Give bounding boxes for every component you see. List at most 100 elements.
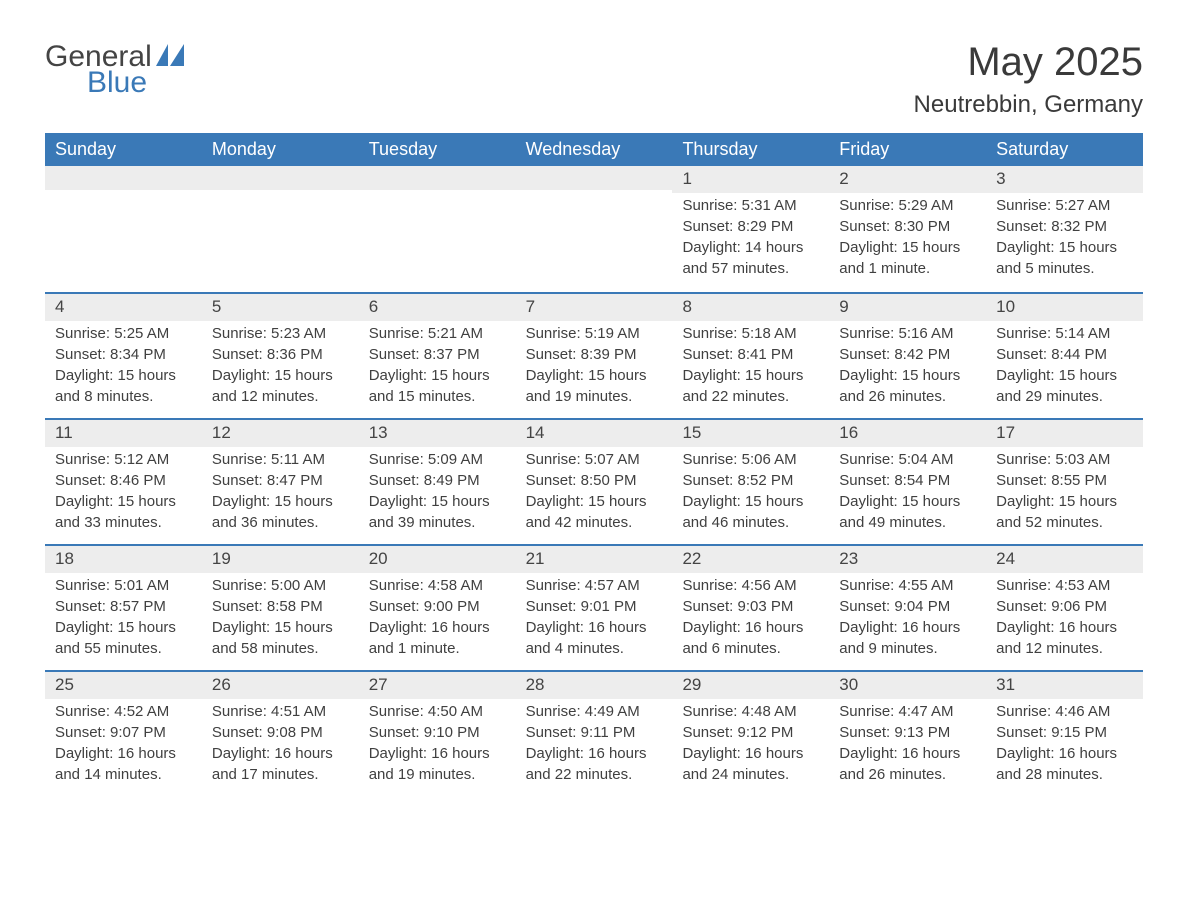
daylight-text: Daylight: 16 hours and 17 minutes. [212, 744, 349, 785]
week-row: 25Sunrise: 4:52 AMSunset: 9:07 PMDayligh… [45, 670, 1143, 796]
daylight-text: Daylight: 16 hours and 24 minutes. [682, 744, 819, 785]
sunset-text: Sunset: 8:30 PM [839, 217, 976, 237]
daylight-text: Daylight: 14 hours and 57 minutes. [682, 238, 819, 279]
sunrise-text: Sunrise: 5:31 AM [682, 196, 819, 216]
brand-logo: General Blue [45, 40, 184, 98]
day-number: 9 [829, 294, 986, 321]
day-body [202, 190, 359, 203]
daylight-text: Daylight: 15 hours and 58 minutes. [212, 618, 349, 659]
day-number: 20 [359, 546, 516, 573]
day-body: Sunrise: 5:00 AMSunset: 8:58 PMDaylight:… [202, 573, 359, 670]
logo-flag-icon [156, 44, 184, 66]
day-number: 11 [45, 420, 202, 447]
day-body: Sunrise: 5:27 AMSunset: 8:32 PMDaylight:… [986, 193, 1143, 290]
sunrise-text: Sunrise: 5:21 AM [369, 324, 506, 344]
day-body [516, 190, 673, 203]
day-number: 26 [202, 672, 359, 699]
week-row: 18Sunrise: 5:01 AMSunset: 8:57 PMDayligh… [45, 544, 1143, 670]
day-body: Sunrise: 5:06 AMSunset: 8:52 PMDaylight:… [672, 447, 829, 544]
day-cell [359, 166, 516, 292]
day-number: 23 [829, 546, 986, 573]
sunrise-text: Sunrise: 5:16 AM [839, 324, 976, 344]
day-cell: 31Sunrise: 4:46 AMSunset: 9:15 PMDayligh… [986, 672, 1143, 796]
daylight-text: Daylight: 15 hours and 39 minutes. [369, 492, 506, 533]
day-cell: 14Sunrise: 5:07 AMSunset: 8:50 PMDayligh… [516, 420, 673, 544]
day-cell [202, 166, 359, 292]
day-number: 2 [829, 166, 986, 193]
sunrise-text: Sunrise: 4:50 AM [369, 702, 506, 722]
day-cell: 1Sunrise: 5:31 AMSunset: 8:29 PMDaylight… [672, 166, 829, 292]
sunset-text: Sunset: 9:08 PM [212, 723, 349, 743]
day-number: 4 [45, 294, 202, 321]
day-cell: 19Sunrise: 5:00 AMSunset: 8:58 PMDayligh… [202, 546, 359, 670]
day-body: Sunrise: 5:31 AMSunset: 8:29 PMDaylight:… [672, 193, 829, 290]
day-cell: 16Sunrise: 5:04 AMSunset: 8:54 PMDayligh… [829, 420, 986, 544]
day-body: Sunrise: 4:53 AMSunset: 9:06 PMDaylight:… [986, 573, 1143, 670]
sunset-text: Sunset: 8:47 PM [212, 471, 349, 491]
sunset-text: Sunset: 8:49 PM [369, 471, 506, 491]
day-body: Sunrise: 5:18 AMSunset: 8:41 PMDaylight:… [672, 321, 829, 418]
daylight-text: Daylight: 15 hours and 22 minutes. [682, 366, 819, 407]
daylight-text: Daylight: 15 hours and 5 minutes. [996, 238, 1133, 279]
daylight-text: Daylight: 15 hours and 1 minute. [839, 238, 976, 279]
day-cell: 15Sunrise: 5:06 AMSunset: 8:52 PMDayligh… [672, 420, 829, 544]
sunset-text: Sunset: 8:36 PM [212, 345, 349, 365]
sunrise-text: Sunrise: 5:09 AM [369, 450, 506, 470]
day-number: 31 [986, 672, 1143, 699]
day-cell: 4Sunrise: 5:25 AMSunset: 8:34 PMDaylight… [45, 294, 202, 418]
day-cell: 29Sunrise: 4:48 AMSunset: 9:12 PMDayligh… [672, 672, 829, 796]
daylight-text: Daylight: 16 hours and 9 minutes. [839, 618, 976, 659]
sunset-text: Sunset: 8:29 PM [682, 217, 819, 237]
sunrise-text: Sunrise: 4:48 AM [682, 702, 819, 722]
sunset-text: Sunset: 9:11 PM [526, 723, 663, 743]
day-body: Sunrise: 5:19 AMSunset: 8:39 PMDaylight:… [516, 321, 673, 418]
sunrise-text: Sunrise: 4:53 AM [996, 576, 1133, 596]
day-number: 1 [672, 166, 829, 193]
day-number: 6 [359, 294, 516, 321]
daylight-text: Daylight: 15 hours and 15 minutes. [369, 366, 506, 407]
weekday-header-cell: Sunday [45, 133, 202, 166]
sunset-text: Sunset: 8:46 PM [55, 471, 192, 491]
day-cell: 25Sunrise: 4:52 AMSunset: 9:07 PMDayligh… [45, 672, 202, 796]
sunrise-text: Sunrise: 5:07 AM [526, 450, 663, 470]
daylight-text: Daylight: 15 hours and 19 minutes. [526, 366, 663, 407]
sunset-text: Sunset: 9:03 PM [682, 597, 819, 617]
day-cell: 21Sunrise: 4:57 AMSunset: 9:01 PMDayligh… [516, 546, 673, 670]
day-number: 27 [359, 672, 516, 699]
sunset-text: Sunset: 9:10 PM [369, 723, 506, 743]
day-number: 28 [516, 672, 673, 699]
sunset-text: Sunset: 9:13 PM [839, 723, 976, 743]
sunrise-text: Sunrise: 5:23 AM [212, 324, 349, 344]
sunset-text: Sunset: 8:54 PM [839, 471, 976, 491]
day-body: Sunrise: 5:29 AMSunset: 8:30 PMDaylight:… [829, 193, 986, 290]
daylight-text: Daylight: 15 hours and 26 minutes. [839, 366, 976, 407]
day-cell: 6 Sunrise: 5:21 AMSunset: 8:37 PMDaylight… [359, 294, 516, 418]
daylight-text: Daylight: 16 hours and 22 minutes. [526, 744, 663, 785]
day-body: Sunrise: 4:56 AMSunset: 9:03 PMDaylight:… [672, 573, 829, 670]
week-row: 4Sunrise: 5:25 AMSunset: 8:34 PMDaylight… [45, 292, 1143, 418]
weekday-header-cell: Wednesday [516, 133, 673, 166]
sunrise-text: Sunrise: 4:49 AM [526, 702, 663, 722]
day-cell: 28 Sunrise: 4:49 AMSunset: 9:11 PMDayligh… [516, 672, 673, 796]
sunrise-text: Sunrise: 5:06 AM [682, 450, 819, 470]
day-body: Sunrise: 5:03 AMSunset: 8:55 PMDaylight:… [986, 447, 1143, 544]
sunrise-text: Sunrise: 5:19 AM [526, 324, 663, 344]
day-number: 17 [986, 420, 1143, 447]
day-number: 19 [202, 546, 359, 573]
day-body: Sunrise: 5:16 AMSunset: 8:42 PMDaylight:… [829, 321, 986, 418]
sunrise-text: Sunrise: 5:12 AM [55, 450, 192, 470]
daylight-text: Daylight: 16 hours and 1 minute. [369, 618, 506, 659]
daylight-text: Daylight: 16 hours and 4 minutes. [526, 618, 663, 659]
sunrise-text: Sunrise: 5:00 AM [212, 576, 349, 596]
day-cell: 9Sunrise: 5:16 AMSunset: 8:42 PMDaylight… [829, 294, 986, 418]
day-cell: 30Sunrise: 4:47 AMSunset: 9:13 PMDayligh… [829, 672, 986, 796]
day-body: Sunrise: 5:11 AMSunset: 8:47 PMDaylight:… [202, 447, 359, 544]
sunset-text: Sunset: 9:15 PM [996, 723, 1133, 743]
weekday-header-cell: Monday [202, 133, 359, 166]
sunrise-text: Sunrise: 5:03 AM [996, 450, 1133, 470]
day-cell: 18Sunrise: 5:01 AMSunset: 8:57 PMDayligh… [45, 546, 202, 670]
sunset-text: Sunset: 8:57 PM [55, 597, 192, 617]
day-number: 24 [986, 546, 1143, 573]
sunset-text: Sunset: 8:37 PM [369, 345, 506, 365]
daylight-text: Daylight: 16 hours and 28 minutes. [996, 744, 1133, 785]
